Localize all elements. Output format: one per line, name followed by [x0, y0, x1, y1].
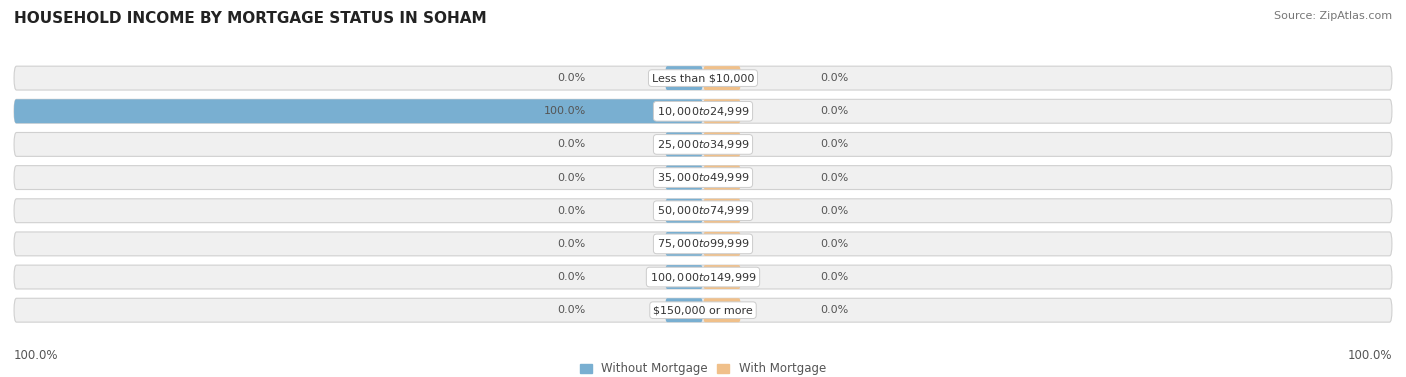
- FancyBboxPatch shape: [703, 265, 741, 289]
- FancyBboxPatch shape: [665, 132, 703, 156]
- Text: 0.0%: 0.0%: [558, 139, 586, 149]
- FancyBboxPatch shape: [14, 99, 703, 123]
- FancyBboxPatch shape: [703, 166, 741, 190]
- Text: 0.0%: 0.0%: [558, 173, 586, 182]
- Text: 0.0%: 0.0%: [558, 272, 586, 282]
- FancyBboxPatch shape: [14, 298, 1392, 322]
- Text: 0.0%: 0.0%: [820, 305, 848, 315]
- FancyBboxPatch shape: [703, 232, 741, 256]
- Text: Less than $10,000: Less than $10,000: [652, 73, 754, 83]
- FancyBboxPatch shape: [14, 99, 1392, 123]
- Text: 0.0%: 0.0%: [820, 173, 848, 182]
- FancyBboxPatch shape: [14, 166, 1392, 190]
- FancyBboxPatch shape: [703, 66, 741, 90]
- Text: 100.0%: 100.0%: [544, 106, 586, 116]
- FancyBboxPatch shape: [14, 265, 1392, 289]
- FancyBboxPatch shape: [14, 132, 1392, 156]
- Text: HOUSEHOLD INCOME BY MORTGAGE STATUS IN SOHAM: HOUSEHOLD INCOME BY MORTGAGE STATUS IN S…: [14, 11, 486, 26]
- FancyBboxPatch shape: [665, 232, 703, 256]
- FancyBboxPatch shape: [703, 298, 741, 322]
- FancyBboxPatch shape: [703, 132, 741, 156]
- Text: $150,000 or more: $150,000 or more: [654, 305, 752, 315]
- Text: 0.0%: 0.0%: [820, 239, 848, 249]
- Text: 0.0%: 0.0%: [820, 139, 848, 149]
- Text: 0.0%: 0.0%: [558, 73, 586, 83]
- Text: $50,000 to $74,999: $50,000 to $74,999: [657, 204, 749, 217]
- FancyBboxPatch shape: [665, 298, 703, 322]
- Text: 0.0%: 0.0%: [558, 305, 586, 315]
- FancyBboxPatch shape: [665, 265, 703, 289]
- Text: 100.0%: 100.0%: [14, 349, 59, 362]
- FancyBboxPatch shape: [14, 199, 1392, 223]
- Text: 100.0%: 100.0%: [1347, 349, 1392, 362]
- Text: $75,000 to $99,999: $75,000 to $99,999: [657, 238, 749, 250]
- FancyBboxPatch shape: [703, 199, 741, 223]
- Text: $35,000 to $49,999: $35,000 to $49,999: [657, 171, 749, 184]
- Text: 0.0%: 0.0%: [820, 206, 848, 216]
- FancyBboxPatch shape: [665, 199, 703, 223]
- Text: 0.0%: 0.0%: [820, 106, 848, 116]
- Text: $10,000 to $24,999: $10,000 to $24,999: [657, 105, 749, 118]
- Text: 0.0%: 0.0%: [820, 272, 848, 282]
- FancyBboxPatch shape: [14, 66, 1392, 90]
- FancyBboxPatch shape: [665, 166, 703, 190]
- FancyBboxPatch shape: [665, 66, 703, 90]
- Text: $100,000 to $149,999: $100,000 to $149,999: [650, 271, 756, 284]
- Text: 0.0%: 0.0%: [820, 73, 848, 83]
- Text: 0.0%: 0.0%: [558, 206, 586, 216]
- Text: Source: ZipAtlas.com: Source: ZipAtlas.com: [1274, 11, 1392, 21]
- Text: 0.0%: 0.0%: [558, 239, 586, 249]
- FancyBboxPatch shape: [14, 232, 1392, 256]
- FancyBboxPatch shape: [703, 99, 741, 123]
- Legend: Without Mortgage, With Mortgage: Without Mortgage, With Mortgage: [581, 362, 825, 375]
- Text: $25,000 to $34,999: $25,000 to $34,999: [657, 138, 749, 151]
